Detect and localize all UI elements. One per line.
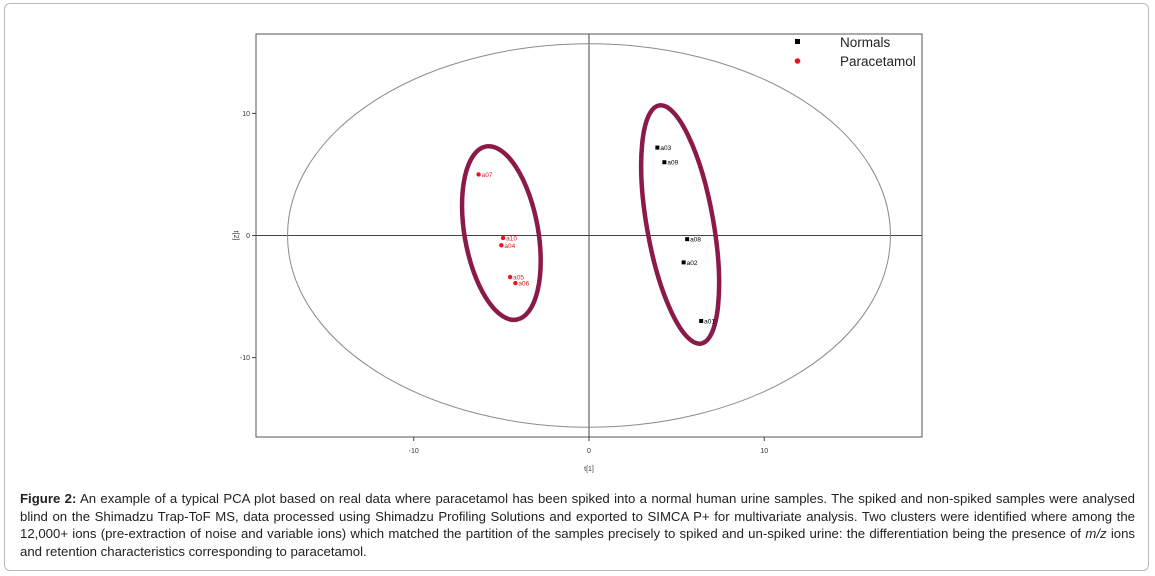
point-a05	[507, 274, 513, 280]
caption-text: An example of a typical PCA plot based o…	[20, 491, 1136, 541]
cluster-outline-2	[638, 103, 722, 346]
point-label-a08: a08	[690, 237, 701, 244]
point-label-a06: a06	[518, 281, 529, 288]
point-a10	[500, 235, 506, 241]
zero-axes	[256, 34, 922, 437]
point-label-a01: a01	[704, 318, 715, 325]
point-a07	[476, 172, 481, 177]
legend-label-paracetamol: Paracetamol	[840, 54, 916, 69]
cluster-outline-1	[459, 143, 543, 323]
caption-italic-term: m/z	[1085, 526, 1107, 541]
legend-marker-normals	[795, 39, 800, 44]
legend: Normals Paracetamol	[794, 35, 916, 69]
point-label-a03: a03	[660, 145, 671, 152]
legend-marker-paracetamol	[794, 58, 801, 64]
y-tick-label: 0	[246, 233, 250, 240]
plot-background	[226, 16, 928, 480]
caption-text-end: ions and retention characteristics corre…	[20, 526, 1136, 559]
figure-label: Figure 2:	[20, 491, 77, 506]
point-a01	[699, 318, 704, 323]
point-label-a05: a05	[513, 275, 524, 282]
x-tick-label: 10	[760, 448, 768, 455]
y-tick-label: -10	[240, 355, 250, 362]
y-tick-label: 10	[242, 111, 250, 118]
point-a09	[662, 160, 667, 165]
x-tick-label: 0	[587, 448, 591, 455]
point-label-a07: a07	[482, 172, 493, 179]
y-axis-label: t[2]	[232, 231, 239, 241]
point-a08	[685, 237, 690, 242]
legend-label-normals: Normals	[840, 35, 891, 50]
point-label-a09: a09	[667, 160, 678, 167]
x-axis-label: t[1]	[584, 466, 594, 473]
confidence-ellipse	[287, 43, 891, 428]
point-a03	[655, 145, 660, 150]
axis-ticks: -10 0 10 -10 0 10 t[1] t[2]	[232, 111, 768, 473]
point-label-a02: a02	[687, 260, 698, 267]
point-label-a04: a04	[504, 243, 515, 250]
point-a04	[499, 243, 504, 248]
point-a06	[513, 280, 518, 286]
x-tick-label: -10	[409, 448, 419, 455]
point-label-a10: a10	[506, 235, 517, 242]
cluster-outlines	[459, 103, 722, 346]
point-a02	[681, 260, 686, 265]
figure-caption: Figure 2: An example of a typical PCA pl…	[20, 490, 1135, 560]
hotelling-ellipse	[287, 43, 891, 428]
